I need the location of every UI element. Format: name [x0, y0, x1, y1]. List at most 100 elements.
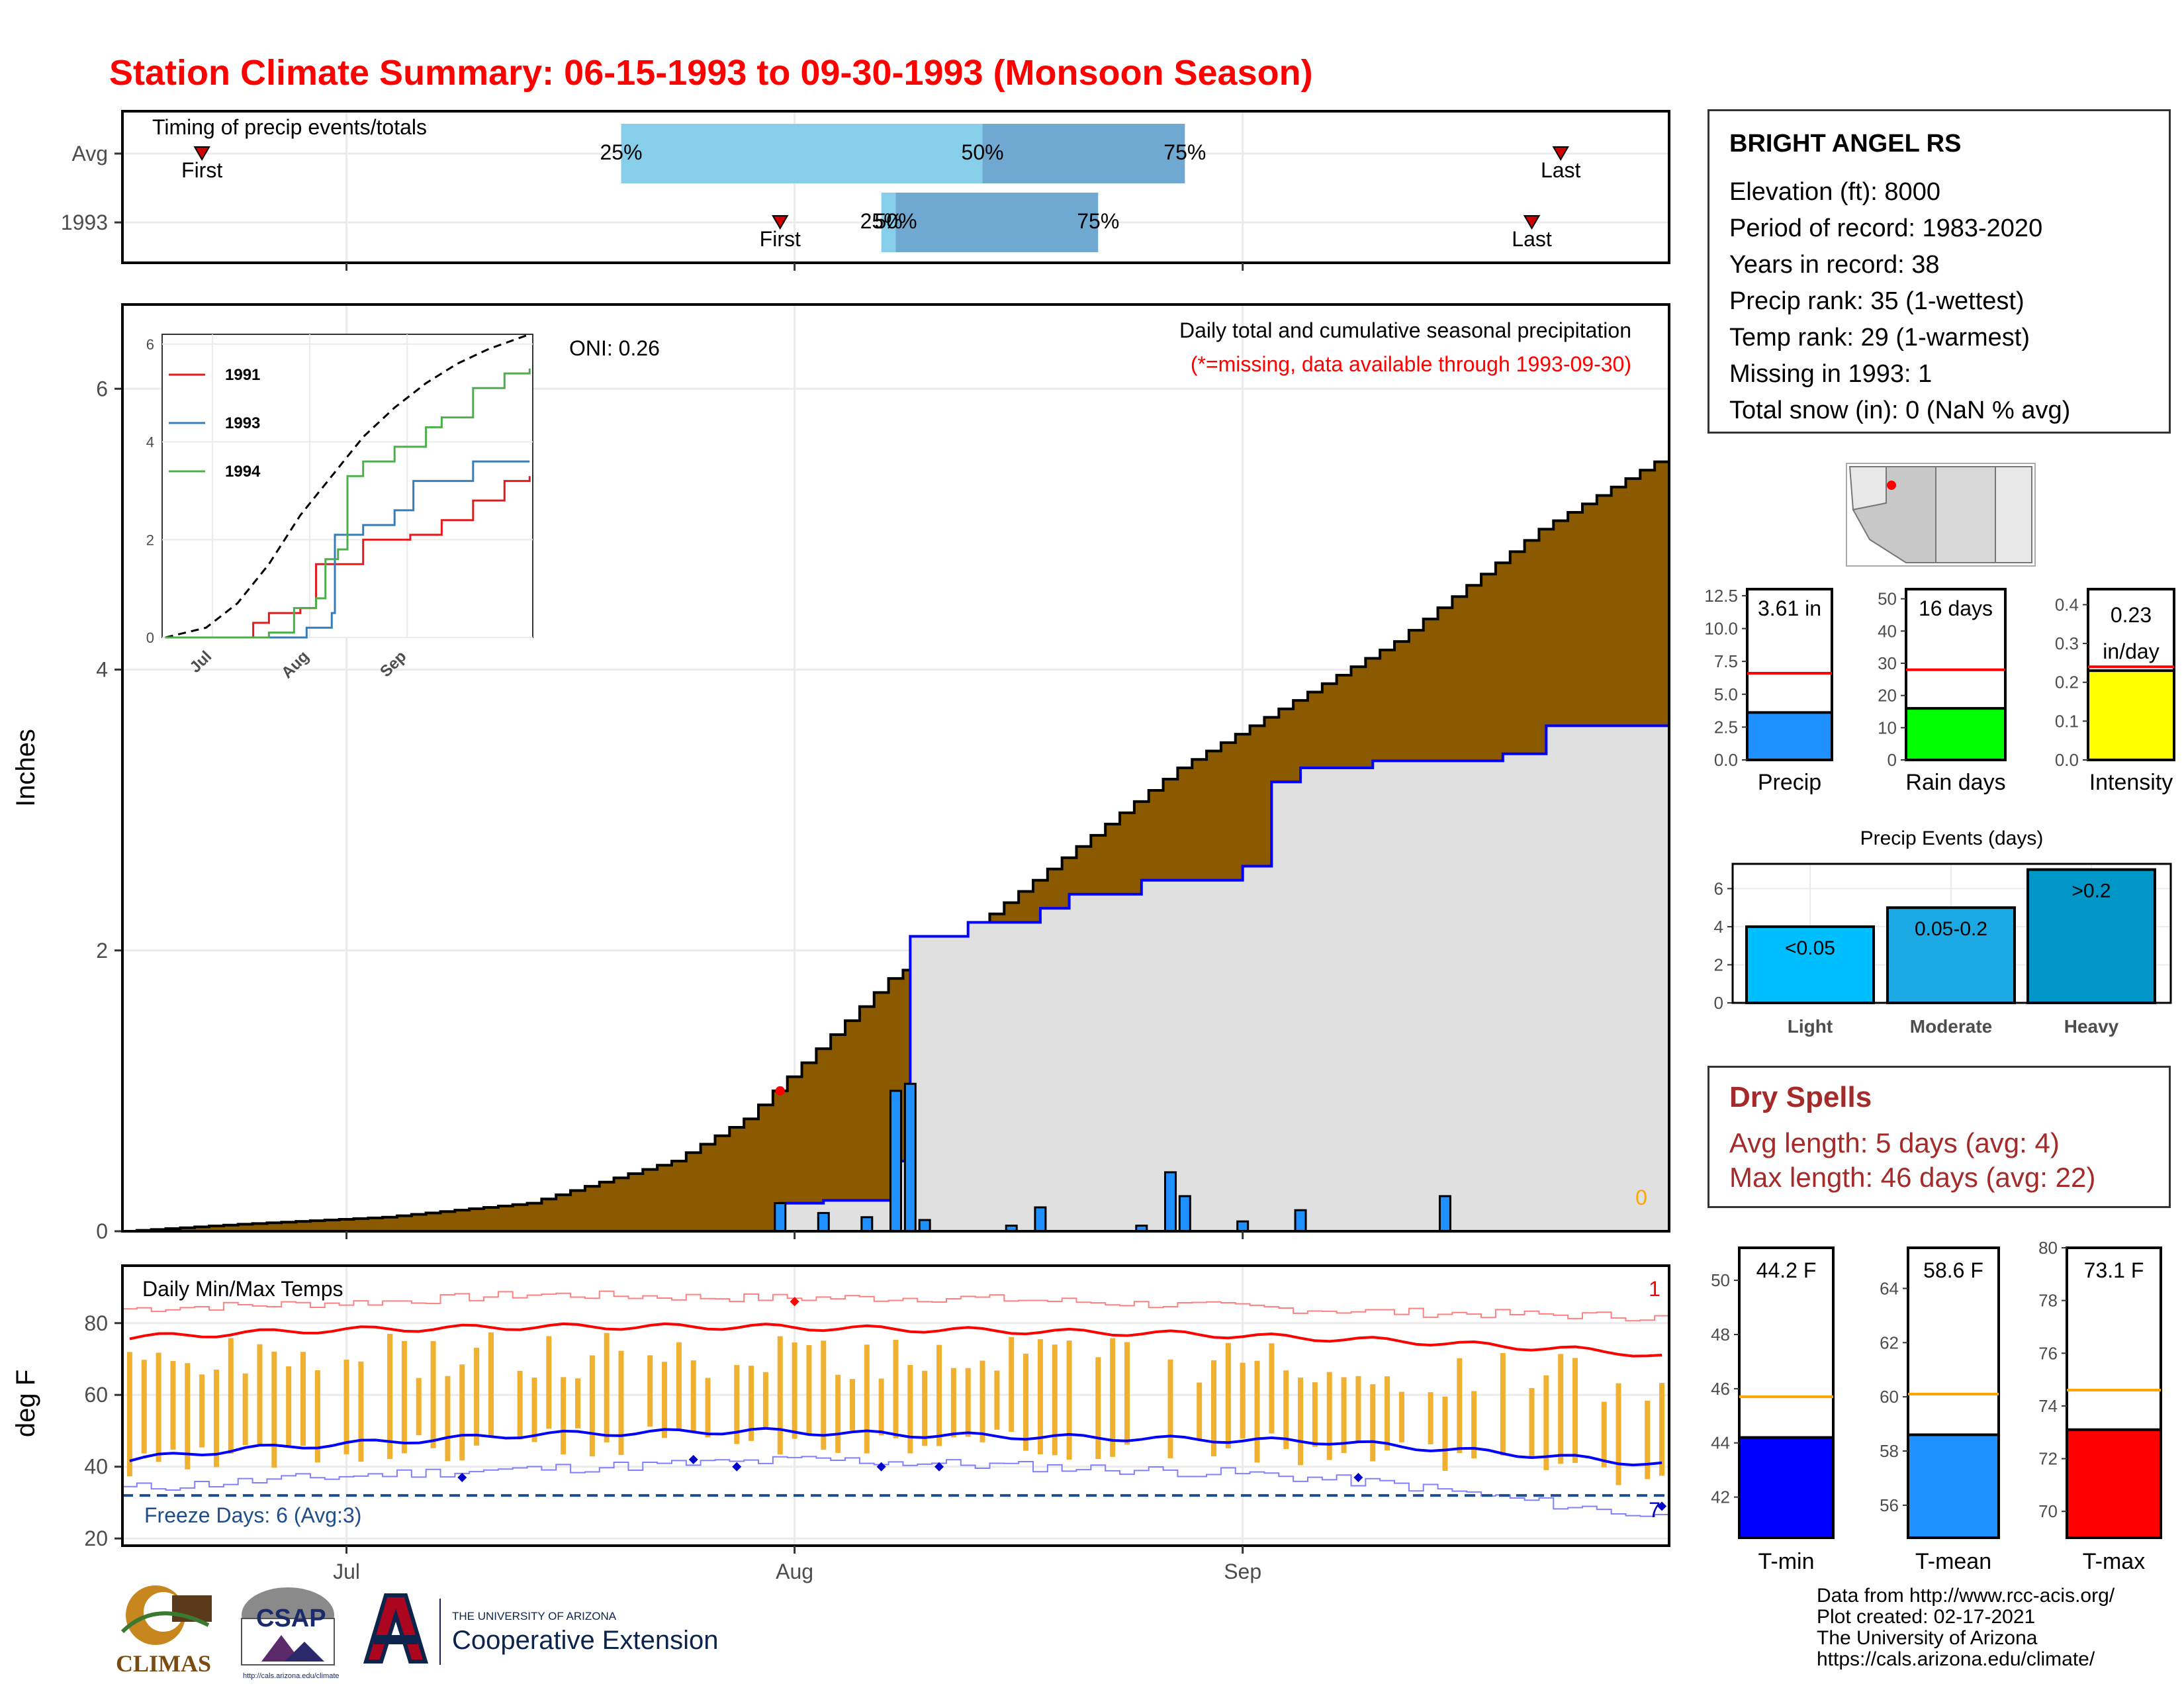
tsum-category-label: T-mean: [1915, 1549, 1991, 1574]
avg-tmin-line: [129, 1427, 1662, 1467]
daily-temp-range-bar: [185, 1363, 191, 1470]
tsum-y-tick-label: 80: [2038, 1238, 2058, 1258]
daily-temp-range-bar: [1326, 1372, 1332, 1460]
daily-temp-range-bar: [430, 1340, 436, 1448]
daily-temp-range-bar: [1023, 1353, 1029, 1451]
daily-temp-range-bar: [459, 1364, 465, 1461]
daily-temp-range-bar: [1500, 1353, 1506, 1456]
intensity-value-label: 0.23: [2111, 603, 2152, 627]
tsum-y-tick-label: 70: [2038, 1501, 2058, 1521]
daily-temp-range-bar: [126, 1352, 132, 1477]
tsum-y-tick-label: 60: [1880, 1387, 1899, 1407]
daily-temp-range-bar: [1370, 1384, 1376, 1462]
raindays-total-label: 16 days: [1919, 596, 1993, 620]
record-max-line: [122, 1290, 1669, 1322]
totals-y-tick-label: 0.0: [1714, 750, 1738, 770]
totals-y-tick-label: 10: [1878, 718, 1897, 737]
totals-category-label: Precip: [1758, 770, 1821, 795]
daily-temp-range-bar: [1167, 1359, 1173, 1458]
timing-p25-label: 25%: [600, 140, 642, 164]
daily-temp-range-bar: [242, 1373, 248, 1446]
daily-temp-range-bar: [589, 1355, 595, 1457]
daily-temp-range-bar: [1110, 1338, 1116, 1457]
daily-temp-range-bar: [1037, 1339, 1043, 1454]
daily-temp-range-bar: [864, 1344, 870, 1454]
daily-temp-range-bar: [676, 1342, 682, 1429]
totals-y-tick-label: 0.0: [2055, 750, 2079, 770]
intensity-unit-label: in/day: [2103, 639, 2159, 663]
precip-y-tick-label: 4: [96, 658, 108, 682]
daily-temp-range-bar: [1211, 1360, 1217, 1456]
credit-data-source: Data from http://www.rcc-acis.org/: [1817, 1585, 2115, 1607]
events-bar-label: 0.05-0.2: [1915, 918, 1987, 940]
daily-temp-range-bar: [286, 1366, 292, 1446]
daily-temp-range-bar: [1615, 1383, 1621, 1485]
daily-temp-range-bar: [474, 1348, 480, 1446]
inset-legend-label: 1991: [225, 366, 260, 384]
record-low-marker: [732, 1462, 742, 1472]
daily-temp-range-bar: [1558, 1354, 1564, 1464]
daily-temp-range-bar: [1225, 1342, 1231, 1448]
timing-p25-label: 25%: [860, 209, 903, 233]
events-bar-label: <0.05: [1785, 937, 1835, 959]
precip-events-panel: Precip Events (days) <0.05 Light 0.05-0.2 Mo…: [1714, 827, 2172, 1037]
totals-category-label: Rain days: [1905, 770, 2005, 795]
credit-plot-created: Plot created: 02-17-2021: [1817, 1606, 2036, 1628]
daily-temp-range-bar: [662, 1362, 668, 1438]
totals-y-tick-label: 0: [1888, 750, 1897, 770]
inset-legend-label: 1994: [225, 463, 261, 481]
daily-temp-range-bar: [1457, 1358, 1463, 1454]
daily-temp-range-bar: [1385, 1376, 1390, 1451]
daily-temp-range-bar: [950, 1368, 956, 1438]
tsum-y-tick-label: 44: [1711, 1433, 1730, 1453]
events-y-tick-label: 4: [1714, 917, 1723, 937]
timing-last-label: Last: [1541, 158, 1581, 182]
map-state: [1848, 466, 1887, 511]
timing-frame: [121, 110, 1670, 264]
daily-temp-range-bar: [1659, 1383, 1665, 1476]
daily-temp-range-bar: [358, 1361, 364, 1462]
dry-spells-avg: Avg length: 5 days (avg: 4): [1729, 1127, 2060, 1158]
station-name: BRIGHT ANGEL RS: [1729, 130, 1962, 158]
inset-line-avg: [165, 333, 530, 639]
station-years: Years in record: 38: [1729, 251, 1940, 279]
timing-last-marker: [1552, 146, 1569, 161]
timing-bar-25-50: [621, 124, 983, 183]
daily-precip-bar: [1294, 1209, 1307, 1233]
csap-logo: CSAP http://cals.arizona.edu/climate: [241, 1587, 340, 1680]
tsum-y-tick-label: 74: [2038, 1396, 2058, 1416]
inset-y-tick-label: 0: [146, 630, 154, 646]
daily-temp-range-bar: [835, 1374, 841, 1453]
daily-temp-range-bar: [561, 1377, 567, 1455]
daily-temp-range-bar: [922, 1370, 928, 1446]
daily-temp-range-bar: [300, 1352, 306, 1446]
events-y-tick-label: 0: [1714, 993, 1723, 1013]
ua-logo: THE UNIVERSITY OF ARIZONA Cooperative Ex…: [363, 1593, 718, 1665]
record-low-marker: [1353, 1472, 1363, 1482]
missing-count: 0: [1635, 1186, 1647, 1209]
oni-label: ONI: 0.26: [569, 336, 660, 360]
inset-legend-label: 1993: [225, 414, 260, 432]
totals-y-tick-label: 0.4: [2055, 594, 2079, 614]
events-category-label: Heavy: [2064, 1016, 2119, 1037]
daily-temp-range-bar: [907, 1364, 913, 1454]
daily-precip-bar: [918, 1219, 931, 1233]
tsum-category-label: T-max: [2083, 1549, 2145, 1574]
timing-last-label: Last: [1512, 227, 1552, 251]
totals-y-tick-label: 5.0: [1714, 684, 1738, 704]
tsum-value-label: 73.1 F: [2084, 1258, 2144, 1282]
record-high-marker: [790, 1297, 799, 1307]
daily-temp-range-bar: [213, 1370, 219, 1468]
daily-temp-range-bar: [792, 1342, 797, 1439]
station-info-box: BRIGHT ANGEL RS Elevation (ft): 8000 Per…: [1707, 109, 2171, 434]
ua-logo-line2: Cooperative Extension: [452, 1626, 718, 1655]
daily-temp-range-bar: [574, 1378, 580, 1429]
daily-temp-range-bar: [965, 1368, 971, 1437]
events-y-tick-label: 6: [1714, 878, 1723, 898]
daily-temp-range-bar: [1066, 1340, 1072, 1460]
record-low-marker: [1657, 1501, 1667, 1511]
tsum-y-tick-label: 50: [1711, 1270, 1730, 1290]
temp-y-tick-label: 80: [84, 1311, 108, 1335]
credit-url: https://cals.arizona.edu/climate/: [1817, 1648, 2095, 1670]
